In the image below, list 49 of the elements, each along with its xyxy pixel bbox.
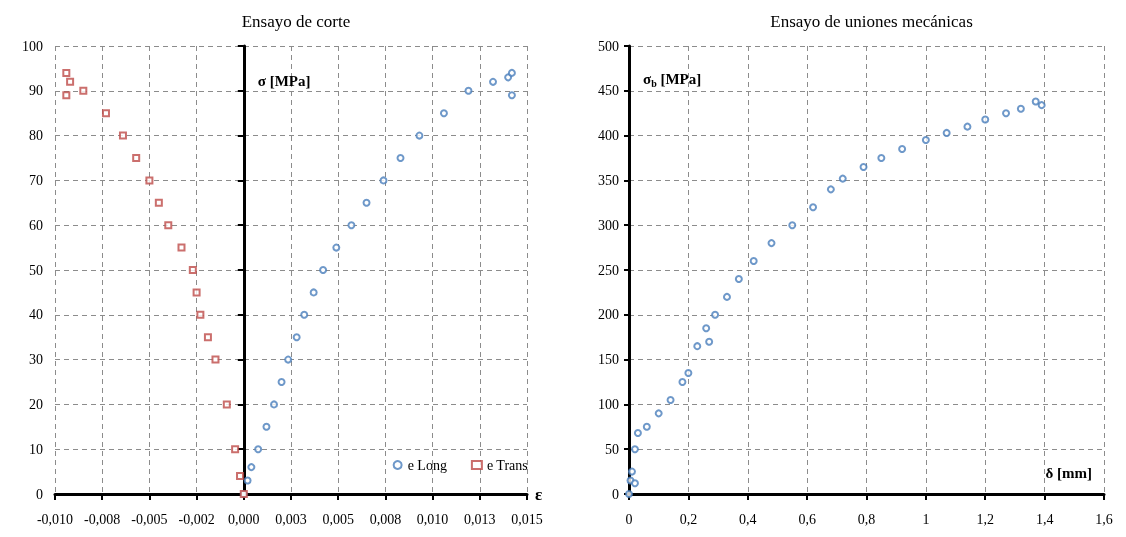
- y-tick-label: 200: [598, 307, 619, 323]
- y-axis-title: σ [MPa]: [257, 72, 311, 89]
- x-tick-label: -0,005: [131, 511, 168, 527]
- chart-title: Ensayo de uniones mecánicas: [770, 12, 973, 31]
- y-tick-label: 400: [598, 128, 619, 144]
- chart-title: Ensayo de corte: [241, 12, 351, 31]
- x-tick-label: -0,010: [36, 511, 74, 527]
- y-tick-label: 100: [598, 396, 619, 412]
- x-tick-label: 1,6: [1095, 511, 1113, 527]
- x-tick-label: 0,008: [369, 511, 402, 527]
- x-tick-label: 0,015: [511, 511, 543, 527]
- x-tick-label: 0,8: [857, 511, 876, 527]
- x-tick-label: 0,000: [228, 511, 260, 527]
- x-tick-label: 1,2: [976, 511, 994, 527]
- x-axis-title: δ [mm]: [1045, 464, 1092, 481]
- x-tick-label: 0,013: [464, 511, 496, 527]
- y-tick-label: 250: [598, 262, 619, 278]
- y-tick-label: 0: [36, 486, 43, 502]
- x-tick-label: 0,005: [322, 511, 354, 527]
- x-tick-label: 0,003: [275, 511, 307, 527]
- y-tick-label: 50: [605, 441, 619, 457]
- x-tick-label: 0: [625, 511, 633, 527]
- y-tick-label: 80: [29, 128, 43, 144]
- y-tick-label: 60: [29, 217, 43, 233]
- y-tick-label: 500: [598, 38, 619, 54]
- x-tick-label: 1,4: [1035, 511, 1054, 527]
- x-tick-label: 0,6: [798, 511, 816, 527]
- y-tick-label: 40: [29, 307, 43, 323]
- legend-label: e Long: [407, 457, 447, 473]
- y-tick-label: 90: [29, 83, 43, 99]
- y-tick-label: 50: [29, 262, 43, 278]
- y-tick-label: 70: [29, 172, 43, 188]
- y-tick-label: 150: [598, 352, 619, 368]
- y-tick-label: 0: [612, 486, 619, 502]
- legend-label: e Trans: [486, 457, 528, 473]
- x-tick-label: 1: [922, 511, 930, 527]
- y-tick-label: 100: [22, 38, 43, 54]
- x-tick-label: -0,008: [84, 511, 121, 527]
- x-axis-title: ε: [535, 484, 543, 504]
- x-tick-label: 0,010: [416, 511, 449, 527]
- x-tick-label: -0,002: [178, 511, 215, 527]
- y-tick-label: 450: [598, 83, 619, 99]
- y-tick-label: 30: [29, 352, 43, 368]
- y-tick-label: 350: [598, 172, 619, 188]
- y-tick-label: 20: [29, 396, 43, 412]
- x-tick-label: 0,4: [739, 511, 757, 527]
- y-tick-label: 300: [598, 217, 619, 233]
- y-tick-label: 10: [29, 441, 43, 457]
- x-tick-label: 0,2: [679, 511, 698, 527]
